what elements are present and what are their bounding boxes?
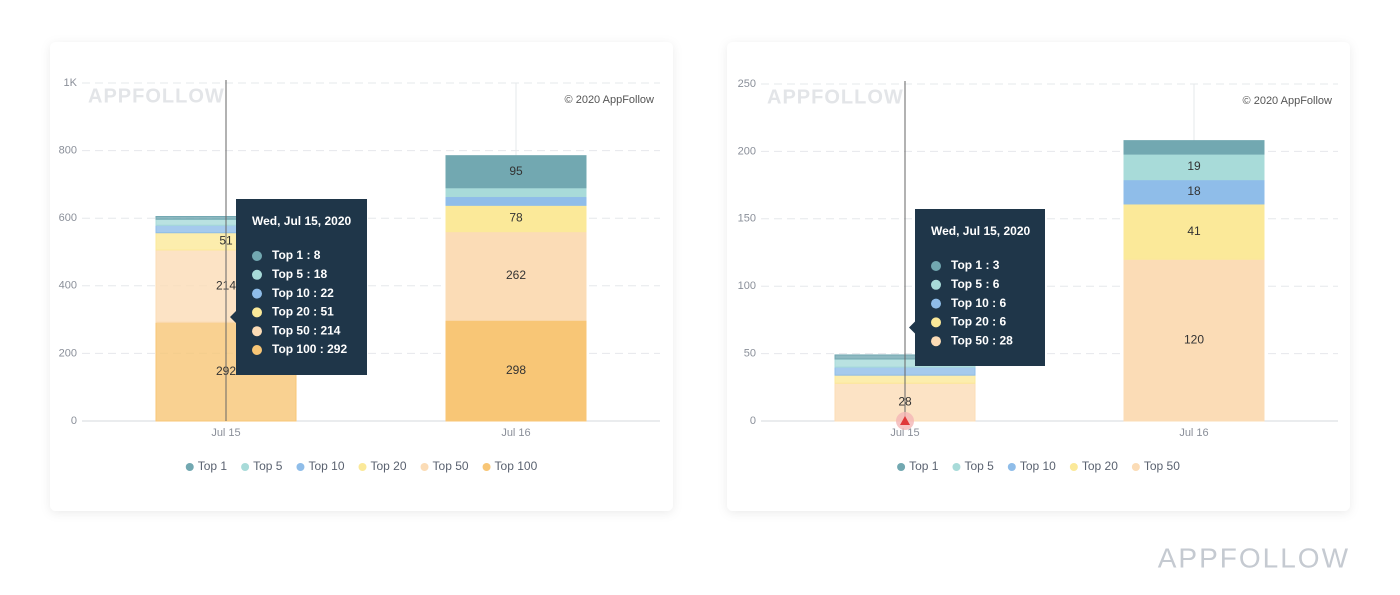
tooltip-box — [909, 209, 1045, 366]
y-tick-label: 400 — [59, 280, 77, 292]
tooltip-item: Top 50 : 28 — [951, 333, 1013, 347]
legend-marker — [952, 463, 961, 471]
y-tick-label: 150 — [738, 213, 756, 225]
y-tick-label: 600 — [59, 212, 77, 224]
tooltip-item: Top 10 : 22 — [272, 286, 334, 300]
tooltip-marker — [931, 336, 941, 347]
legend-marker — [241, 463, 250, 471]
legend-marker — [185, 463, 194, 471]
bar-segment — [445, 196, 587, 206]
tooltip-item: Top 5 : 6 — [951, 277, 1000, 291]
tooltip-marker — [252, 345, 262, 355]
x-tick-label: Jul 16 — [1179, 427, 1208, 439]
tooltip-marker — [252, 269, 262, 280]
bar-segment — [445, 319, 587, 422]
tooltip-title: Wed, Jul 15, 2020 — [252, 214, 351, 228]
legend-marker — [296, 463, 305, 471]
legend-marker — [1007, 463, 1016, 471]
x-tick-label: Jul 15 — [211, 427, 240, 439]
value-label: 19 — [1187, 159, 1201, 173]
legend-label[interactable]: Top 10 — [1020, 459, 1056, 473]
tooltip-item: Top 100 : 292 — [272, 342, 347, 356]
y-tick-label: 100 — [738, 280, 756, 292]
value-label: 298 — [506, 363, 526, 377]
legend-label[interactable]: Top 1 — [198, 459, 228, 473]
tooltip-item: Top 10 : 6 — [951, 296, 1006, 310]
legend-marker — [482, 463, 491, 471]
legend-marker — [1069, 463, 1078, 471]
y-tick-label: 250 — [738, 78, 756, 90]
bar-segment — [445, 187, 587, 198]
value-label: 78 — [509, 211, 523, 225]
hover-marker — [900, 416, 910, 425]
legend-label[interactable]: Top 20 — [370, 459, 406, 473]
y-tick-label: 200 — [738, 145, 756, 157]
legend-label[interactable]: Top 5 — [253, 459, 283, 473]
legend-marker — [358, 463, 367, 471]
tooltip-marker — [252, 288, 262, 299]
y-tick-label: 1K — [64, 77, 78, 89]
tooltip-item: Top 1 : 3 — [951, 258, 1000, 272]
legend-label[interactable]: Top 5 — [964, 459, 994, 473]
legend-marker — [897, 463, 906, 471]
brand: APPFOLLOW — [1158, 542, 1350, 573]
value-label: 18 — [1187, 184, 1201, 198]
tooltip-marker — [252, 307, 262, 318]
legend-label[interactable]: Top 50 — [433, 459, 469, 473]
tooltip-marker — [931, 317, 941, 328]
tooltip-marker — [931, 261, 941, 271]
bar-segment — [1123, 258, 1265, 422]
y-tick-label: 0 — [71, 415, 77, 427]
value-label: 120 — [1184, 332, 1204, 346]
legend-label[interactable]: Top 50 — [1144, 459, 1180, 473]
legend-label[interactable]: Top 1 — [909, 459, 939, 473]
tooltip-item: Top 50 : 214 — [272, 323, 341, 337]
y-tick-label: 0 — [750, 415, 756, 427]
watermark: APPFOLLOW — [88, 85, 225, 107]
watermark: APPFOLLOW — [767, 86, 904, 108]
legend: Top 1 Top 5 Top 10 Top 20 Top 50 Top 100 — [185, 459, 538, 473]
y-tick-label: 50 — [744, 348, 756, 360]
tooltip-title: Wed, Jul 15, 2020 — [931, 224, 1030, 238]
bar-segment — [1123, 179, 1265, 205]
tooltip-item: Top 1 : 8 — [272, 248, 321, 262]
tooltip-marker — [252, 251, 262, 261]
tooltip-marker — [931, 279, 941, 290]
x-tick-label: Jul 16 — [501, 427, 530, 439]
bar-segment — [1123, 140, 1265, 155]
legend-marker — [420, 463, 429, 471]
x-tick-label: Jul 15 — [890, 427, 919, 439]
legend-marker — [1131, 463, 1140, 471]
credit: © 2020 AppFollow — [1243, 95, 1332, 107]
tooltip-marker — [931, 298, 941, 309]
value-label: 95 — [509, 164, 523, 178]
tooltip-item: Top 5 : 18 — [272, 267, 327, 281]
tooltip-item: Top 20 : 6 — [951, 315, 1006, 329]
tooltip-item: Top 20 : 51 — [272, 305, 334, 319]
y-tick-label: 800 — [59, 145, 77, 157]
legend-label[interactable]: Top 100 — [495, 459, 538, 473]
bar-segment — [1123, 203, 1265, 260]
value-label: 262 — [506, 268, 526, 282]
y-tick-label: 200 — [59, 347, 77, 359]
legend-label[interactable]: Top 20 — [1082, 459, 1118, 473]
bar-segment — [445, 231, 587, 321]
legend-label[interactable]: Top 10 — [308, 459, 344, 473]
bar-segment — [445, 155, 587, 189]
credit: © 2020 AppFollow — [565, 94, 654, 106]
tooltip-box — [230, 199, 367, 375]
tooltip-marker — [252, 326, 262, 337]
legend: Top 1 Top 5 Top 10 Top 20 Top 50 — [897, 459, 1180, 473]
value-label: 41 — [1187, 224, 1201, 238]
